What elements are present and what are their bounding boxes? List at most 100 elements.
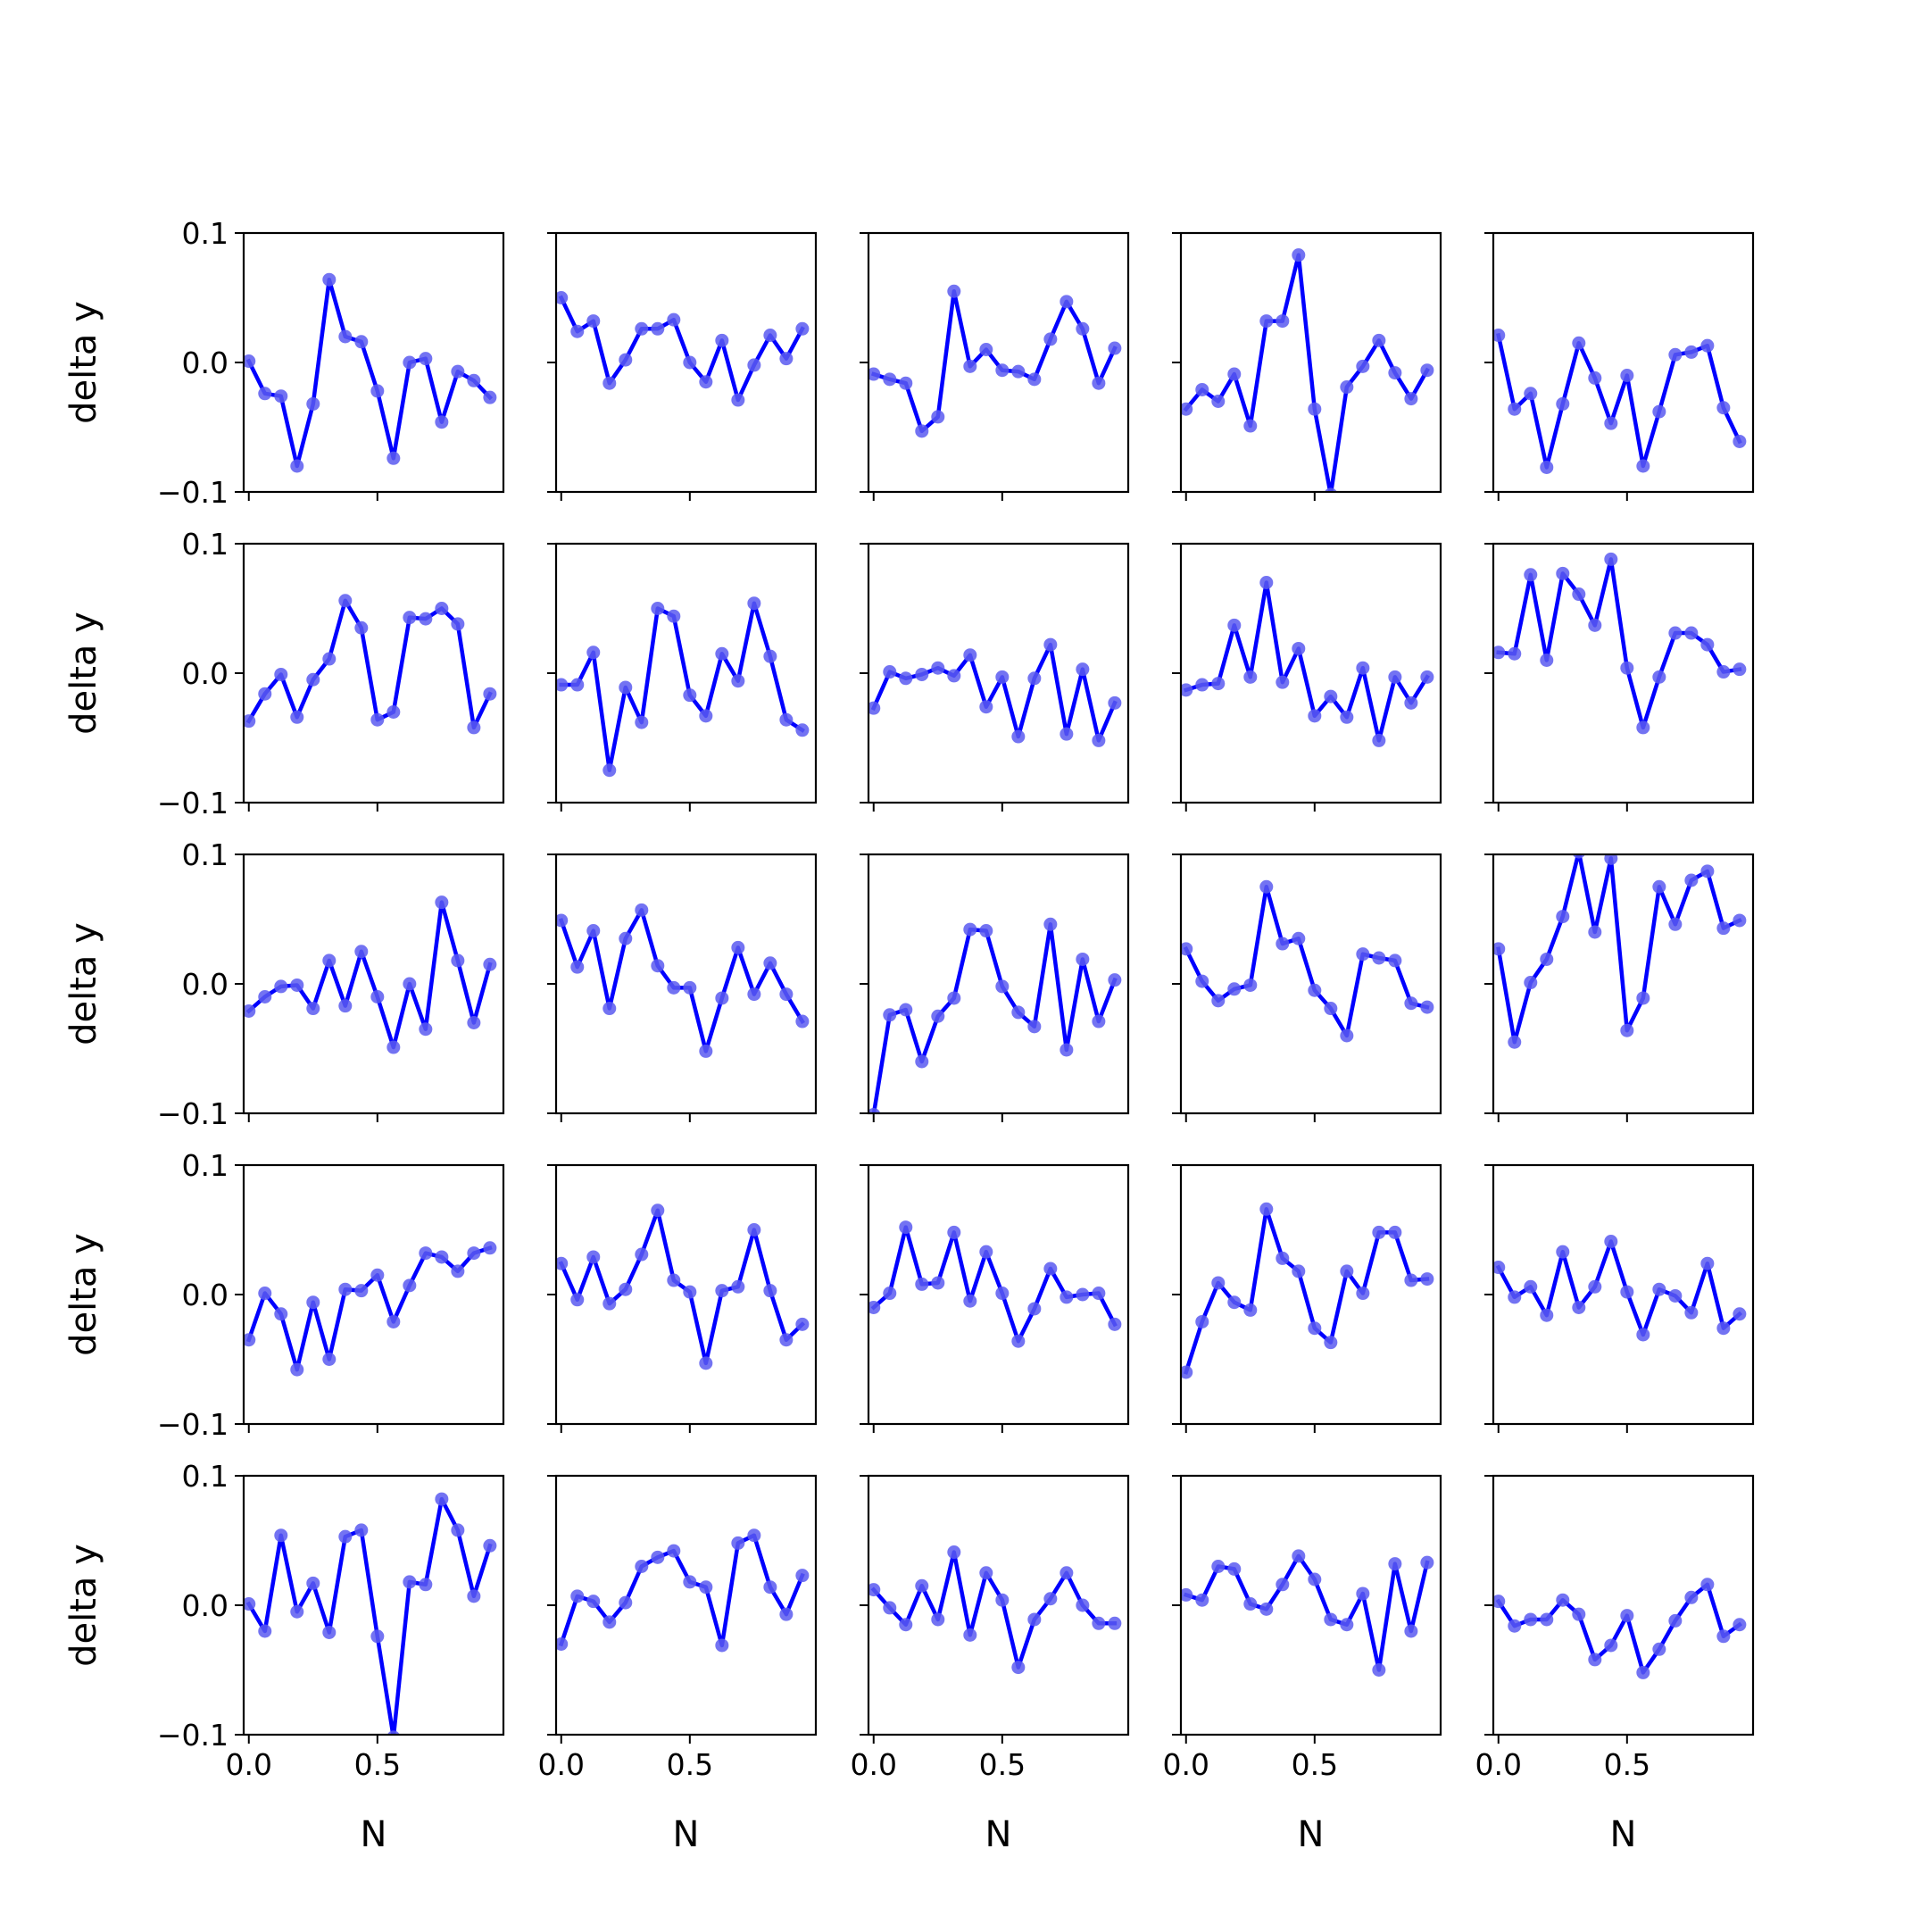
- data-point: [667, 1273, 681, 1287]
- data-point: [354, 945, 369, 959]
- data-point: [963, 922, 977, 937]
- data-point: [683, 980, 697, 995]
- data-point: [586, 314, 601, 329]
- data-point: [635, 1560, 649, 1573]
- data-point: [1620, 1609, 1634, 1623]
- plot-area: [244, 1165, 503, 1424]
- data-point: [995, 1593, 1010, 1607]
- data-point: [883, 1287, 897, 1301]
- data-point: [1604, 416, 1618, 430]
- data-point: [963, 648, 977, 662]
- data-point: [1259, 1202, 1274, 1216]
- data-point: [1604, 1235, 1618, 1249]
- data-point: [483, 957, 497, 971]
- data-point: [483, 1241, 497, 1255]
- data-point: [1195, 1593, 1209, 1607]
- series-line: [245, 1496, 493, 1735]
- subplot-r1-c3: [860, 231, 1130, 501]
- data-point: [1372, 333, 1386, 347]
- series-line: [1183, 253, 1430, 492]
- data-point: [931, 1009, 945, 1023]
- data-point: [1684, 345, 1699, 359]
- data-point: [1652, 670, 1666, 684]
- data-point: [1700, 1256, 1715, 1270]
- subplot-r1-c4: [1172, 231, 1442, 501]
- data-point: [1620, 1023, 1634, 1037]
- data-point: [274, 389, 288, 404]
- x-axis-label: N: [1610, 1814, 1637, 1855]
- data-point: [1668, 917, 1683, 931]
- y-tick-label: −0.1: [157, 1718, 229, 1753]
- series-line: [1183, 885, 1430, 1038]
- data-point: [306, 1295, 320, 1310]
- series-line: [870, 289, 1118, 434]
- data-point: [338, 999, 353, 1013]
- data-point: [1540, 1612, 1554, 1627]
- data-point: [1060, 1290, 1074, 1304]
- data-point: [258, 687, 272, 701]
- data-point: [715, 1284, 729, 1298]
- data-point: [467, 1589, 481, 1603]
- data-point: [963, 1294, 977, 1308]
- data-point: [467, 1246, 481, 1261]
- y-tick-label: −0.1: [157, 1096, 229, 1131]
- data-point: [947, 284, 961, 298]
- data-point: [1195, 678, 1209, 692]
- data-point: [1211, 677, 1226, 691]
- subplot-r1-c1: −0.1 0.0 0.1 delta y: [63, 216, 505, 510]
- subplot-r5-c4: 0.0 0.5 N: [1163, 1474, 1442, 1855]
- data-point: [635, 1247, 649, 1262]
- data-point: [899, 1220, 913, 1235]
- data-point: [1181, 402, 1193, 416]
- data-point: [370, 1629, 385, 1644]
- data-point: [868, 1583, 881, 1597]
- data-point: [244, 1597, 256, 1611]
- series-line: [245, 277, 494, 469]
- data-point: [1733, 913, 1747, 928]
- data-point: [1324, 1336, 1338, 1350]
- data-point: [1404, 392, 1418, 406]
- data-point: [1508, 1290, 1522, 1304]
- data-layer: [1181, 1549, 1434, 1677]
- x-tick-label: 0.5: [667, 1747, 713, 1782]
- data-point: [683, 1575, 697, 1589]
- subplot-r2-c4: [1172, 542, 1442, 812]
- data-point: [747, 987, 761, 1002]
- data-point: [1027, 1302, 1042, 1316]
- data-point: [1540, 952, 1554, 966]
- data-point: [370, 712, 385, 727]
- data-point: [1556, 396, 1570, 411]
- data-point: [419, 352, 433, 366]
- data-point: [386, 451, 401, 465]
- data-point: [1211, 395, 1226, 408]
- data-point: [1493, 329, 1506, 343]
- data-point: [1011, 1334, 1026, 1348]
- data-layer: [244, 272, 497, 473]
- data-point: [1243, 419, 1258, 433]
- data-point: [258, 1624, 272, 1638]
- data-point: [1652, 404, 1666, 419]
- x-tick-label: 0.0: [226, 1747, 272, 1782]
- data-point: [1508, 402, 1522, 416]
- data-point: [1011, 1661, 1026, 1675]
- subplot-r4-c4: [1172, 1163, 1442, 1433]
- data-point: [947, 1225, 961, 1239]
- data-point: [602, 1615, 617, 1629]
- data-point: [1211, 1560, 1226, 1573]
- data-point: [868, 701, 881, 715]
- data-point: [1060, 727, 1074, 741]
- data-point: [1636, 1328, 1650, 1342]
- data-point: [258, 387, 272, 401]
- data-point: [1700, 637, 1715, 652]
- data-point: [1043, 637, 1058, 652]
- data-point: [1043, 1592, 1058, 1606]
- data-layer: [1493, 329, 1747, 474]
- data-point: [667, 980, 681, 995]
- series-line: [558, 1208, 806, 1366]
- data-point: [979, 1245, 993, 1259]
- series-line: [1495, 1239, 1743, 1337]
- data-point: [1700, 1578, 1715, 1592]
- data-point: [1668, 626, 1683, 640]
- series-line: [245, 1245, 493, 1372]
- data-point: [1227, 1561, 1242, 1576]
